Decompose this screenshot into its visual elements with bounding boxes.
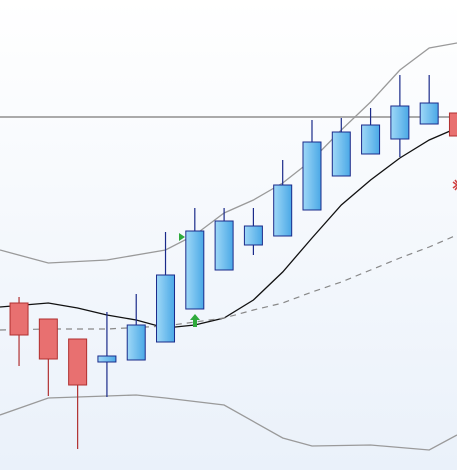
candle-body <box>331 131 351 177</box>
signal-marker <box>179 233 185 241</box>
indicator-line <box>0 394 457 451</box>
candle-body <box>302 141 322 211</box>
candle-body <box>185 230 205 310</box>
indicator-line <box>0 234 457 331</box>
candle-body <box>390 105 410 140</box>
candle-body <box>68 338 88 386</box>
candle-body <box>419 102 439 125</box>
candle-body <box>243 225 263 246</box>
indicator-line <box>0 127 457 329</box>
candle-body <box>126 324 146 361</box>
candle-body <box>448 112 457 137</box>
candle-body <box>38 318 58 360</box>
candle-body <box>273 184 293 237</box>
signal-arrow <box>190 314 200 327</box>
candle-body <box>214 220 234 271</box>
candle-body <box>156 274 176 343</box>
candle-body <box>97 355 117 363</box>
candle-body <box>9 302 29 336</box>
indicator-line <box>0 42 457 264</box>
candle-body <box>361 124 381 155</box>
signal-marker <box>452 179 457 191</box>
plot-layer <box>0 42 457 451</box>
